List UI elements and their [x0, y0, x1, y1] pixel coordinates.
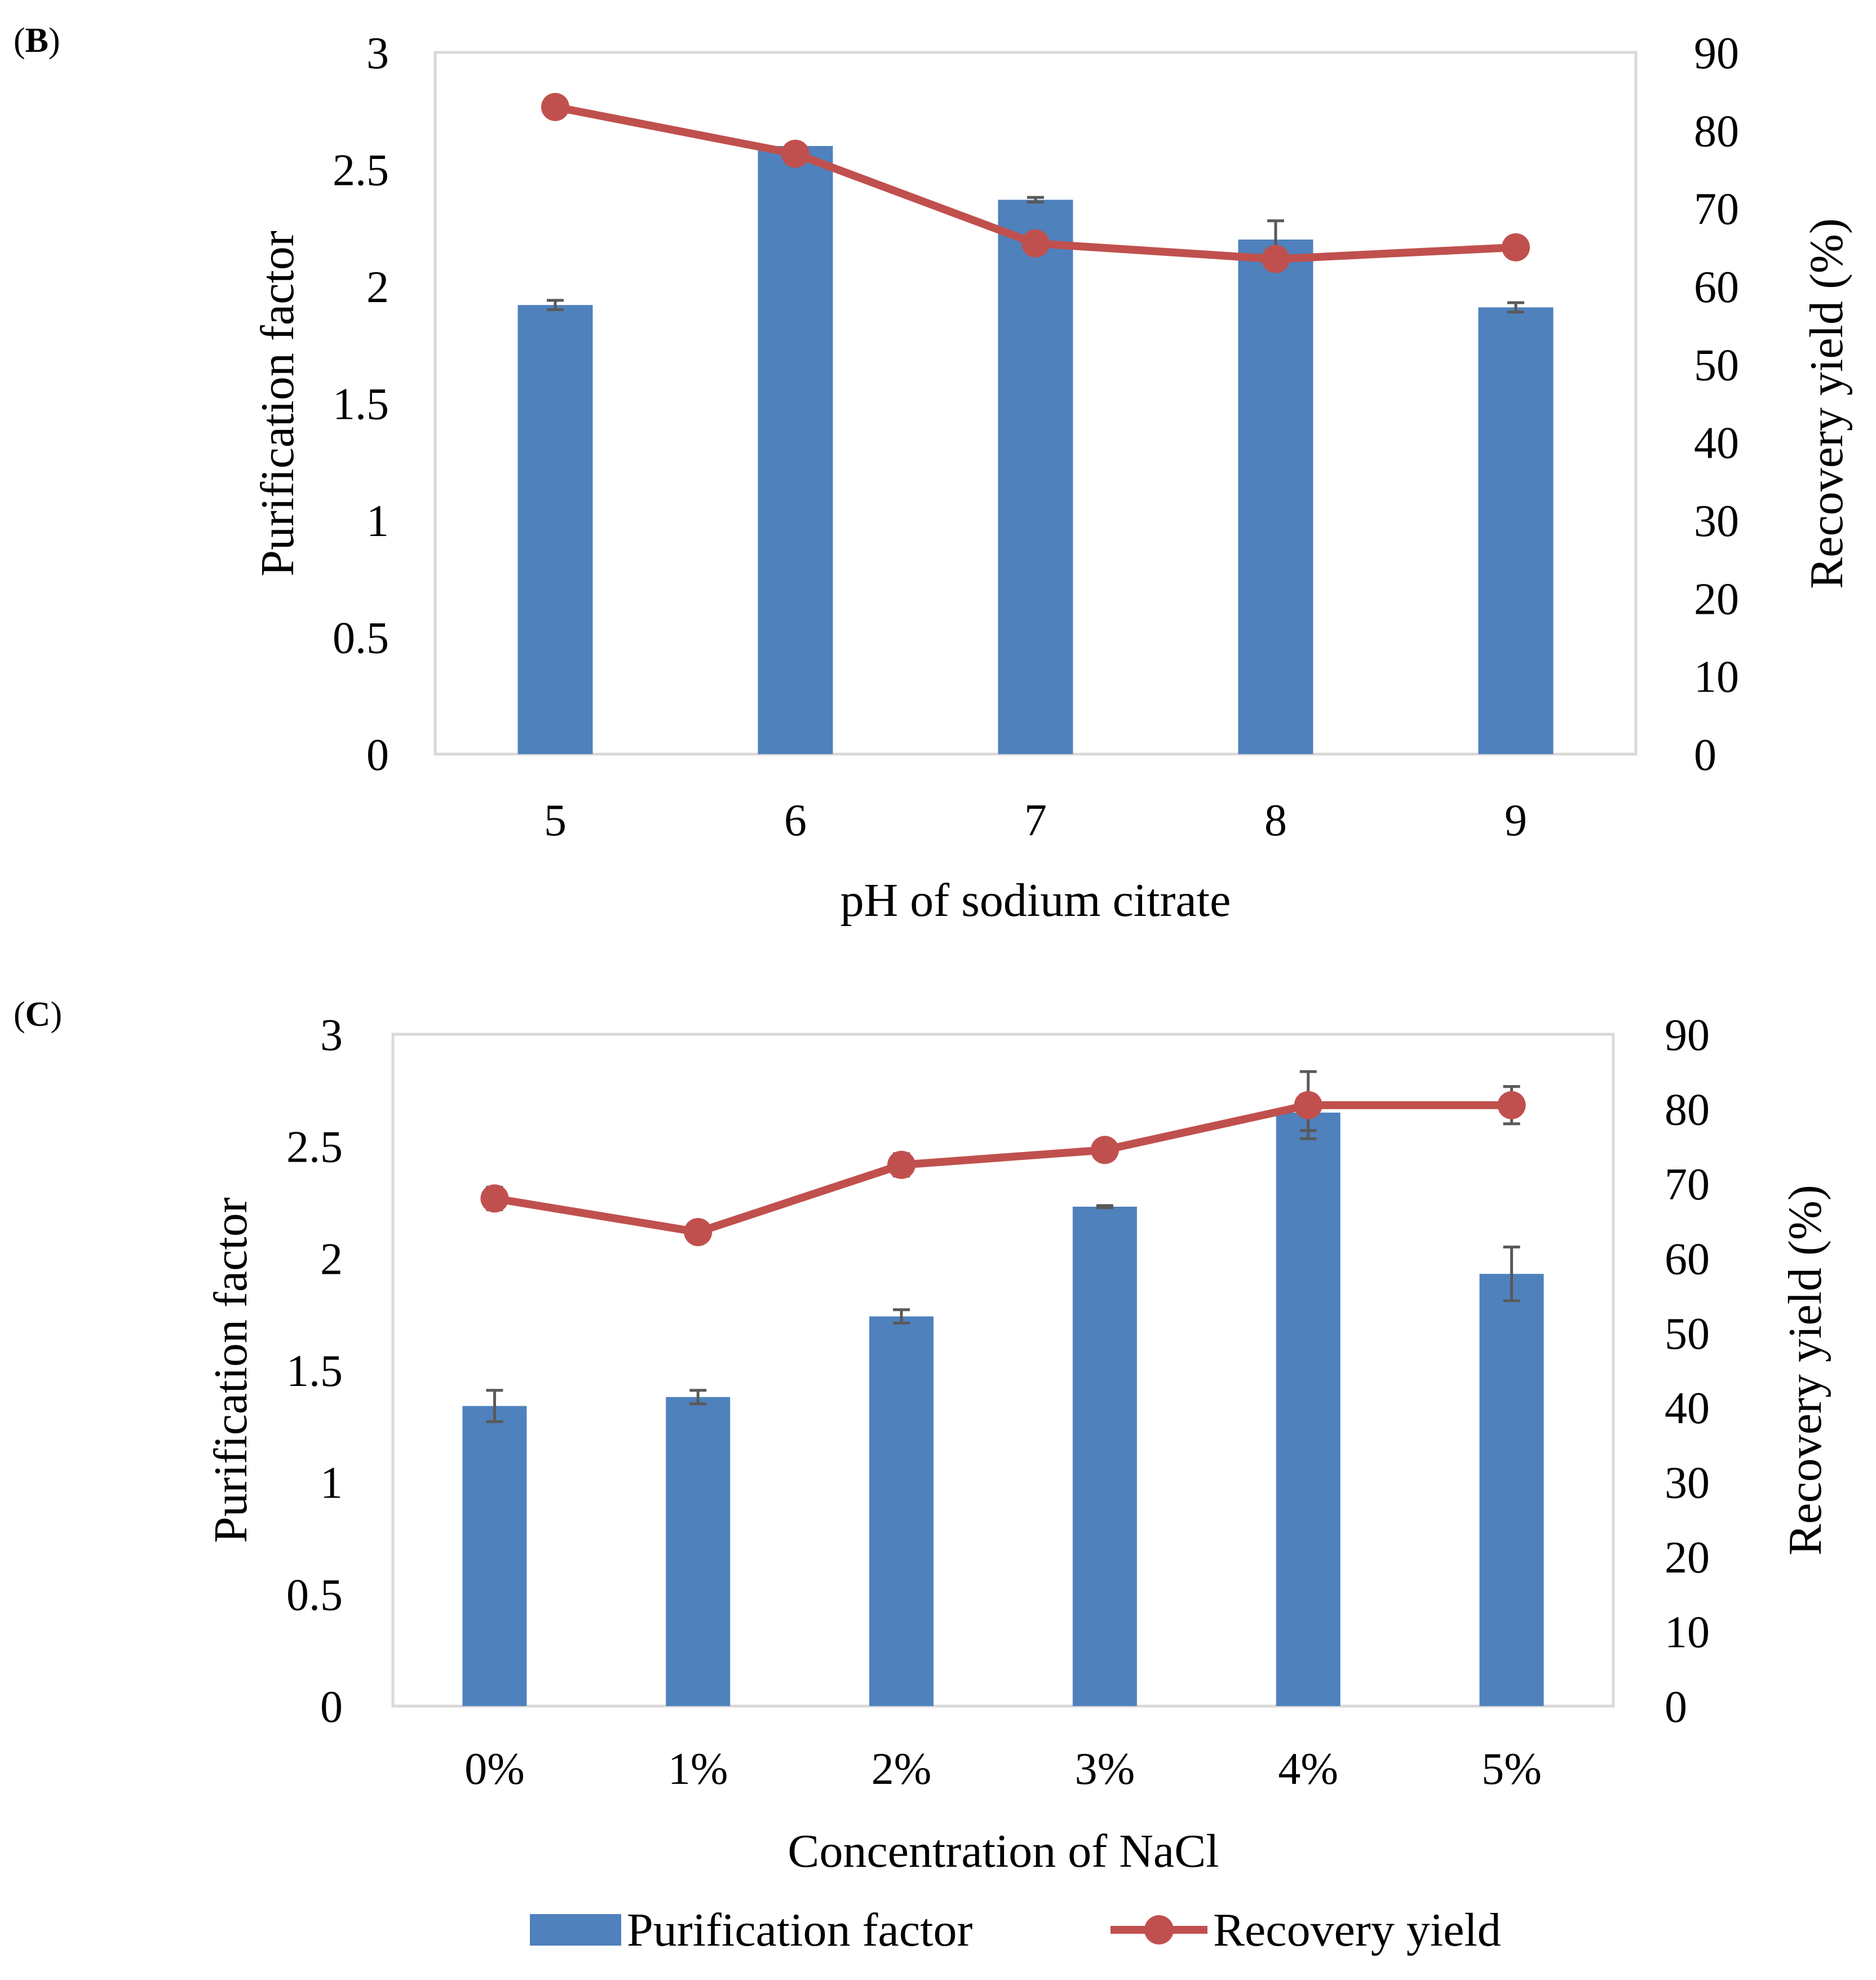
- y-right-tick-label-c: 40: [1665, 1384, 1710, 1433]
- x-axis-title-c: Concentration of NaCl: [787, 1825, 1219, 1877]
- y-left-tick-label-b: 1.5: [333, 380, 389, 429]
- x-tick-label-b: 7: [1024, 796, 1047, 845]
- y-right-tick-label-b: 20: [1694, 574, 1739, 624]
- y-right-tick-label-c: 70: [1665, 1160, 1710, 1210]
- bar-c: [1072, 1206, 1137, 1706]
- bar-b: [517, 305, 593, 754]
- recovery-point-c: [1090, 1136, 1119, 1164]
- panel-label-c: (C): [14, 995, 62, 1034]
- bar-c: [462, 1406, 527, 1706]
- y-right-tick-label-c: 60: [1665, 1234, 1710, 1284]
- recovery-point-b: [1021, 229, 1050, 258]
- bar-error-c: [689, 1389, 707, 1406]
- y-left-tick-label-b: 1: [366, 497, 389, 546]
- bar-error-b: [1027, 196, 1044, 204]
- x-tick-label-c: 2%: [871, 1744, 932, 1794]
- y-left-tick-label-b: 2: [366, 263, 389, 312]
- y-left-tick-label-c: 0.5: [286, 1570, 343, 1620]
- y-right-tick-label-c: 80: [1665, 1085, 1710, 1135]
- recovery-point-c: [684, 1217, 713, 1246]
- y-right-tick-label-b: 60: [1694, 263, 1739, 312]
- y-left-tick-label-c: 3: [320, 1011, 343, 1060]
- y-axis-left-title-b: Purification factor: [251, 231, 304, 576]
- y-right-tick-label-c: 50: [1665, 1309, 1710, 1359]
- y-right-tick-label-c: 90: [1665, 1011, 1710, 1060]
- y-right-tick-label-c: 30: [1665, 1459, 1710, 1508]
- x-tick-label-b: 5: [544, 796, 567, 845]
- x-tick-label-c: 5%: [1481, 1744, 1542, 1794]
- bar-b: [758, 146, 833, 754]
- panel-b: (B) 0 0.5 1 1.5 2 2.5 3 0 10 20 30 40 50 60 70 80 90 5 6…: [14, 21, 1853, 927]
- y-right-tick-label-b: 70: [1694, 185, 1739, 234]
- bar-error-b: [547, 299, 564, 311]
- y-left-tick-label-b: 3: [366, 29, 389, 78]
- bar-error-c: [1096, 1204, 1113, 1210]
- y-right-tick-label-c: 10: [1665, 1608, 1710, 1658]
- bar-error-c: [1503, 1245, 1520, 1303]
- x-tick-label-b: 9: [1505, 796, 1527, 845]
- legend-bar-swatch: [530, 1914, 621, 1946]
- legend-line-marker: [1144, 1915, 1174, 1944]
- bar-error-b: [1507, 301, 1524, 314]
- recovery-point-c: [480, 1184, 509, 1213]
- recovery-point-b: [1502, 233, 1530, 262]
- y-right-tick-label-b: 40: [1694, 419, 1739, 468]
- y-left-tick-label-b: 0: [366, 730, 389, 780]
- bar-c: [1276, 1113, 1340, 1706]
- panel-letter-c: C: [25, 995, 51, 1034]
- bar-c: [666, 1397, 731, 1706]
- bar-c: [869, 1316, 934, 1706]
- plot-frame-c: [391, 1033, 1615, 1708]
- y-right-tick-label-c: 20: [1665, 1533, 1710, 1583]
- panel-letter-b: B: [25, 21, 48, 60]
- bar-error-c: [893, 1308, 910, 1325]
- y-left-tick-label-c: 1: [320, 1459, 343, 1508]
- recovery-point-b: [541, 92, 569, 121]
- recovery-line-c: [490, 1101, 1516, 1236]
- recovery-point-c: [1497, 1091, 1526, 1119]
- x-tick-label-b: 6: [784, 796, 807, 845]
- x-tick-label-b: 8: [1264, 796, 1287, 845]
- x-tick-label-c: 4%: [1278, 1744, 1338, 1794]
- legend-bar-label: Purification factor: [627, 1904, 972, 1956]
- y-left-tick-label-b: 2.5: [333, 146, 389, 196]
- recovery-point-b: [781, 139, 809, 168]
- legend: Purification factor Recovery yield: [530, 1904, 1501, 1956]
- y-axis-right-title-c: Recovery yield (%): [1779, 1185, 1831, 1556]
- panel-label-b: (B): [14, 21, 60, 60]
- legend-line-label: Recovery yield: [1213, 1904, 1501, 1956]
- y-right-tick-label-b: 50: [1694, 340, 1739, 390]
- x-axis-title-b: pH of sodium citrate: [840, 874, 1231, 927]
- y-left-tick-label-c: 1.5: [286, 1346, 343, 1396]
- y-axis-left-title-c: Purification factor: [205, 1197, 257, 1543]
- y-right-tick-label-b: 0: [1694, 730, 1716, 780]
- y-right-tick-label-c: 0: [1665, 1682, 1687, 1732]
- x-tick-label-c: 0%: [464, 1744, 525, 1794]
- bar-b: [998, 200, 1073, 754]
- x-tick-label-c: 3%: [1075, 1744, 1135, 1794]
- y-right-tick-label-b: 80: [1694, 107, 1739, 156]
- bar-b: [1478, 307, 1554, 754]
- bar-b: [1238, 240, 1313, 754]
- y-left-tick-label-c: 0: [320, 1682, 343, 1732]
- bar-error-c: [486, 1389, 503, 1423]
- y-axis-right-title-b: Recovery yield (%): [1800, 218, 1853, 589]
- y-left-tick-label-c: 2.5: [286, 1123, 343, 1172]
- recovery-point-c: [1294, 1091, 1322, 1119]
- recovery-point-b: [1262, 245, 1290, 273]
- y-left-tick-label-b: 0.5: [333, 614, 389, 663]
- y-right-tick-label-b: 90: [1694, 29, 1739, 78]
- panel-c: (C) 0 0.5 1 1.5 2 2.5 3 0 10 20 30 40 50 60 70 80 90 0%…: [14, 995, 1831, 1877]
- recovery-point-c: [887, 1150, 916, 1179]
- x-tick-label-c: 1%: [668, 1744, 728, 1794]
- bar-c: [1479, 1274, 1544, 1706]
- y-right-tick-label-b: 30: [1694, 497, 1739, 546]
- y-left-tick-label-c: 2: [320, 1234, 343, 1284]
- y-right-tick-label-b: 10: [1694, 653, 1739, 702]
